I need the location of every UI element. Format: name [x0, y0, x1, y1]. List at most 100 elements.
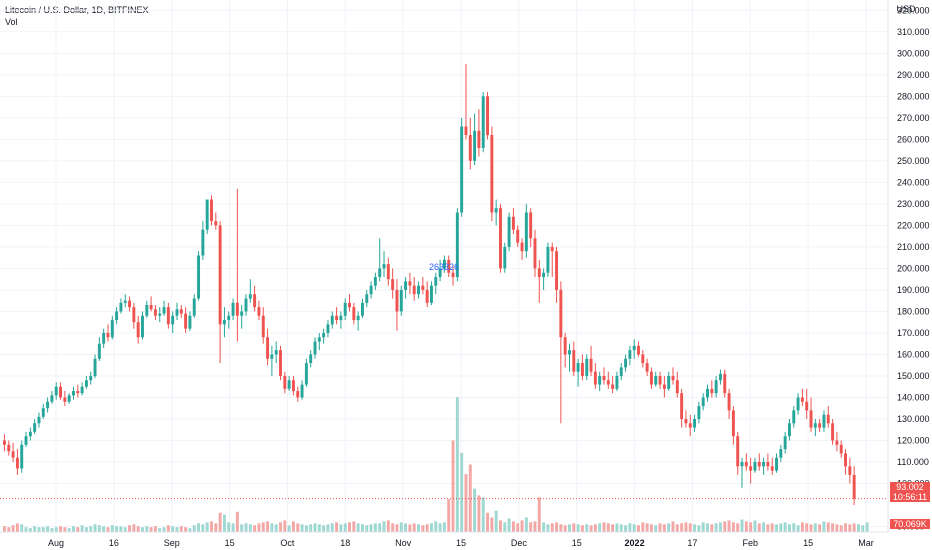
candle-body[interactable]	[619, 367, 623, 376]
candle-body[interactable]	[753, 462, 757, 471]
candle-body[interactable]	[831, 423, 835, 441]
candle-body[interactable]	[80, 386, 84, 394]
candle-body[interactable]	[50, 395, 54, 402]
candle-body[interactable]	[184, 313, 188, 329]
candle-body[interactable]	[141, 315, 144, 338]
candle-body[interactable]	[59, 386, 63, 398]
candle-body[interactable]	[391, 279, 395, 290]
candle-body[interactable]	[844, 453, 847, 467]
candle-body[interactable]	[537, 268, 541, 278]
candle-body[interactable]	[787, 423, 791, 437]
candle-body[interactable]	[67, 395, 71, 402]
candle-body[interactable]	[434, 277, 438, 286]
candle-body[interactable]	[28, 431, 32, 437]
candle-body[interactable]	[270, 354, 274, 359]
candlesticks[interactable]	[3, 64, 856, 506]
candle-body[interactable]	[330, 315, 334, 325]
candle-body[interactable]	[731, 410, 735, 437]
candle-body[interactable]	[533, 238, 537, 269]
candle-body[interactable]	[119, 302, 123, 312]
candle-body[interactable]	[84, 380, 88, 387]
candle-body[interactable]	[667, 375, 671, 389]
candle-body[interactable]	[97, 343, 101, 359]
candle-body[interactable]	[529, 212, 533, 239]
candle-body[interactable]	[718, 373, 722, 381]
candle-body[interactable]	[296, 391, 300, 398]
candle-body[interactable]	[477, 130, 481, 148]
candle-body[interactable]	[775, 457, 778, 471]
candle-body[interactable]	[481, 96, 485, 148]
candle-body[interactable]	[404, 281, 408, 290]
candle-body[interactable]	[628, 350, 632, 359]
candle-body[interactable]	[348, 302, 351, 308]
candle-body[interactable]	[291, 380, 295, 392]
candle-body[interactable]	[63, 397, 67, 402]
candle-body[interactable]	[205, 199, 209, 230]
candle-body[interactable]	[611, 384, 615, 389]
candle-body[interactable]	[848, 466, 852, 475]
candle-body[interactable]	[309, 354, 313, 364]
candle-body[interactable]	[680, 393, 684, 419]
candle-body[interactable]	[511, 216, 515, 230]
candle-body[interactable]	[93, 358, 97, 376]
candle-body[interactable]	[188, 315, 192, 329]
candle-body[interactable]	[128, 300, 132, 308]
candle-body[interactable]	[89, 375, 93, 381]
candle-body[interactable]	[339, 315, 343, 321]
candle-body[interactable]	[839, 444, 843, 454]
candle-body[interactable]	[468, 135, 472, 161]
candle-body[interactable]	[499, 208, 502, 269]
candle-body[interactable]	[214, 221, 218, 226]
candle-body[interactable]	[464, 126, 468, 136]
candle-body[interactable]	[373, 277, 377, 286]
candle-body[interactable]	[248, 294, 252, 299]
candle-body[interactable]	[257, 307, 261, 316]
candle-body[interactable]	[460, 126, 464, 213]
candle-body[interactable]	[637, 345, 640, 355]
candle-body[interactable]	[805, 401, 809, 411]
candle-body[interactable]	[744, 462, 748, 467]
candle-body[interactable]	[688, 423, 692, 428]
candle-body[interactable]	[783, 436, 787, 450]
candle-body[interactable]	[106, 332, 110, 338]
candle-body[interactable]	[210, 199, 213, 222]
candle-body[interactable]	[589, 358, 593, 372]
candle-body[interactable]	[33, 423, 37, 432]
candle-body[interactable]	[649, 371, 653, 385]
candle-body[interactable]	[115, 311, 119, 321]
candle-body[interactable]	[378, 268, 382, 278]
candle-body[interactable]	[507, 216, 511, 247]
candle-body[interactable]	[770, 466, 774, 471]
candle-body[interactable]	[598, 375, 602, 385]
candle-body[interactable]	[386, 264, 390, 280]
candle-body[interactable]	[425, 289, 429, 303]
candle-body[interactable]	[46, 401, 50, 409]
candle-body[interactable]	[624, 358, 628, 368]
candle-body[interactable]	[671, 375, 675, 381]
candle-body[interactable]	[158, 313, 162, 316]
candle-body[interactable]	[231, 302, 235, 316]
candle-body[interactable]	[76, 391, 80, 394]
candle-body[interactable]	[382, 264, 386, 269]
candle-body[interactable]	[3, 440, 6, 445]
candle-body[interactable]	[304, 363, 308, 385]
candle-body[interactable]	[559, 289, 563, 338]
candle-body[interactable]	[490, 135, 494, 213]
candle-body[interactable]	[162, 307, 166, 314]
candle-body[interactable]	[451, 272, 455, 278]
candle-body[interactable]	[658, 375, 662, 385]
candle-body[interactable]	[568, 350, 571, 355]
candle-body[interactable]	[24, 436, 28, 445]
candle-body[interactable]	[326, 324, 330, 333]
candle-body[interactable]	[261, 315, 265, 338]
candle-body[interactable]	[615, 375, 619, 389]
candle-body[interactable]	[766, 462, 770, 467]
candle-body[interactable]	[727, 393, 731, 411]
candle-body[interactable]	[352, 307, 356, 321]
candle-body[interactable]	[818, 423, 822, 428]
candle-body[interactable]	[123, 300, 127, 303]
candle-body[interactable]	[317, 337, 321, 342]
time-axis[interactable]: Aug 16 Sep 15 Oct 18 Nov 15 Dec 15 2022 17 Feb 15 Mar	[48, 538, 874, 548]
candle-body[interactable]	[365, 294, 369, 303]
candle-body[interactable]	[740, 462, 744, 467]
